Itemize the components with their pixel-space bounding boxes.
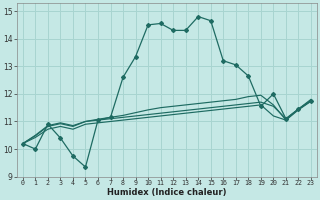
X-axis label: Humidex (Indice chaleur): Humidex (Indice chaleur): [107, 188, 227, 197]
